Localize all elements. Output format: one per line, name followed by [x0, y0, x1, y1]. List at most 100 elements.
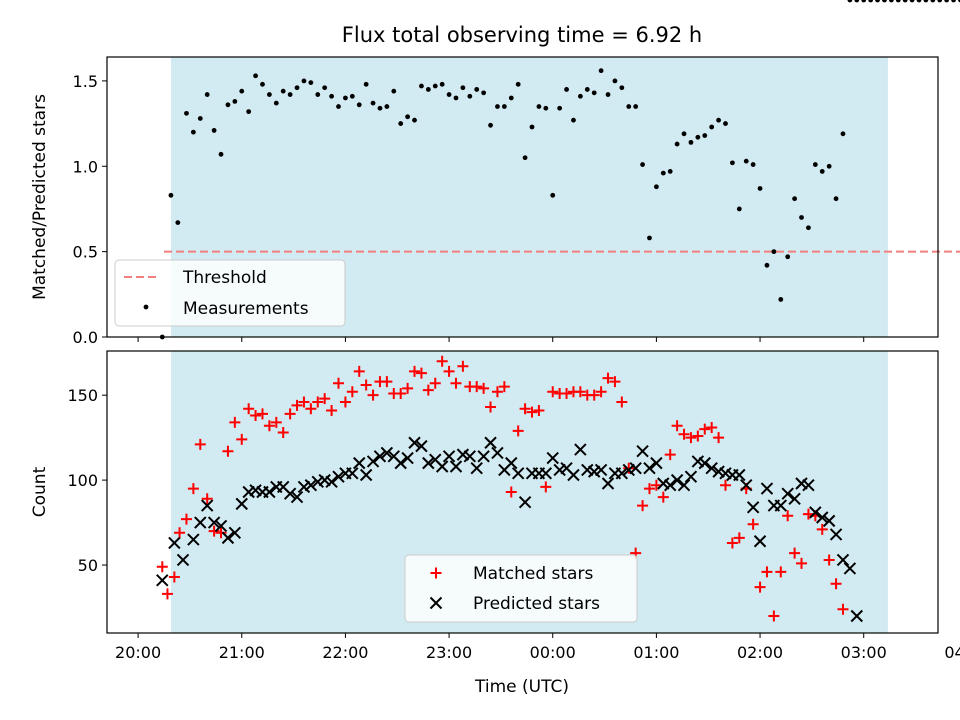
measurement-point — [218, 151, 224, 157]
measurement-point — [916, 0, 922, 3]
matched-star-point — [156, 561, 168, 573]
measurement-point — [951, 0, 956, 3]
predicted-star-point — [221, 531, 235, 545]
predicted-star-point — [435, 460, 449, 473]
matched-star-point — [519, 403, 531, 415]
x-tick-label: 23:00 — [426, 643, 472, 662]
predicted-star-point — [283, 487, 297, 500]
measurement-point — [287, 92, 293, 97]
matched-star-point — [367, 389, 379, 401]
predicted-star-point — [802, 478, 815, 492]
matched-star-point — [443, 365, 455, 377]
predicted-star-point — [684, 470, 698, 483]
matched-star-point — [650, 479, 662, 491]
predicted-star-point — [829, 528, 843, 541]
matched-star-point — [229, 416, 241, 428]
matched-star-point — [168, 571, 180, 583]
x-tick-label: 20:00 — [115, 643, 161, 662]
bottom-y-axis-label: Count — [30, 466, 50, 517]
measurement-point — [944, 0, 950, 3]
matched-star-point — [422, 384, 434, 396]
measurement-point — [806, 225, 811, 231]
measurement-point — [246, 109, 252, 115]
matched-star-point — [174, 527, 186, 539]
measurement-point — [937, 0, 943, 3]
predicted-star-point — [670, 473, 684, 487]
measurement-point — [819, 168, 825, 174]
predicted-star-point — [518, 495, 532, 509]
matched-star-point — [637, 500, 649, 512]
measurement-point — [425, 87, 431, 92]
predicted-star-point — [705, 462, 718, 475]
measurement-point — [204, 92, 210, 97]
measurement-point — [432, 83, 438, 89]
matched-star-point — [595, 386, 607, 398]
measurement-point — [232, 98, 238, 104]
predicted-star-point — [194, 516, 207, 529]
x-tick-label: 02:00 — [737, 643, 783, 662]
matched-star-point — [215, 527, 227, 539]
matched-star-point — [768, 610, 780, 622]
matched-star-point — [837, 603, 849, 615]
x-tick-label: 03:00 — [841, 643, 887, 662]
measurement-point — [184, 110, 189, 116]
measurement-point — [667, 168, 673, 174]
matched-star-point — [602, 372, 614, 384]
matched-star-point — [719, 479, 731, 491]
measurement-point — [439, 81, 445, 87]
matched-star-point — [353, 365, 365, 377]
predicted-star-point — [505, 456, 518, 470]
measurement-point — [301, 78, 307, 84]
bottom-panel: 50 100 150 20:00 21:00 22:00 23:00 00:00 01:00 02… — [30, 351, 960, 662]
measurement-point — [598, 68, 604, 74]
matched-star-point — [478, 382, 490, 394]
predicted-star-point — [207, 516, 221, 529]
predicted-star-point — [698, 456, 711, 470]
matched-star-point — [450, 377, 462, 389]
matched-star-point — [243, 403, 255, 415]
top-y-tick-label: 0.0 — [73, 328, 98, 347]
matched-star-point — [471, 381, 483, 393]
measurement-point — [709, 124, 715, 130]
legend-threshold-label: Threshold — [182, 268, 267, 288]
matched-star-point — [547, 386, 559, 398]
measurement-point — [294, 85, 300, 91]
matched-star-point — [270, 416, 282, 428]
top-y-axis-label: Matched/Predicted stars — [30, 94, 50, 300]
matched-star-point — [505, 486, 517, 498]
top-panel: 0.0 0.5 1.0 1.5 Matched/Predicted stars Thres… — [30, 0, 960, 347]
matched-star-point — [533, 404, 545, 416]
top-y-tick-label: 1.0 — [73, 157, 98, 176]
measurement-point — [508, 95, 514, 101]
matched-star-point — [678, 428, 690, 440]
legend-matched-label: Matched stars — [473, 564, 593, 584]
measurement-point — [660, 170, 666, 176]
predicted-star-point — [774, 499, 787, 512]
legend-measurements-label: Measurements — [183, 299, 309, 319]
predicted-star-point — [325, 475, 338, 489]
predicted-star-point — [594, 463, 608, 477]
measurement-point — [826, 163, 832, 169]
measurement-point — [467, 93, 473, 99]
measurement-point — [571, 117, 576, 123]
measurement-point — [343, 95, 348, 101]
predicted-star-point — [746, 501, 760, 514]
measurement-point — [771, 249, 777, 255]
measurement-point — [266, 92, 272, 97]
matched-star-point — [754, 581, 766, 593]
top-y-tick-label: 1.5 — [73, 72, 98, 91]
measurement-point — [723, 121, 728, 126]
measurement-point — [612, 78, 618, 84]
matched-star-point — [498, 381, 510, 393]
measurement-point — [322, 85, 328, 91]
matched-star-point — [298, 396, 310, 408]
measurement-point — [501, 104, 507, 109]
matched-star-point — [623, 462, 635, 474]
chart-title: Flux total observing time = 6.92 h — [342, 23, 702, 47]
predicted-star-point — [491, 446, 504, 460]
predicted-star-point — [228, 526, 242, 539]
measurement-point — [743, 158, 749, 164]
measurement-point — [363, 81, 369, 87]
matched-star-point — [816, 523, 828, 535]
